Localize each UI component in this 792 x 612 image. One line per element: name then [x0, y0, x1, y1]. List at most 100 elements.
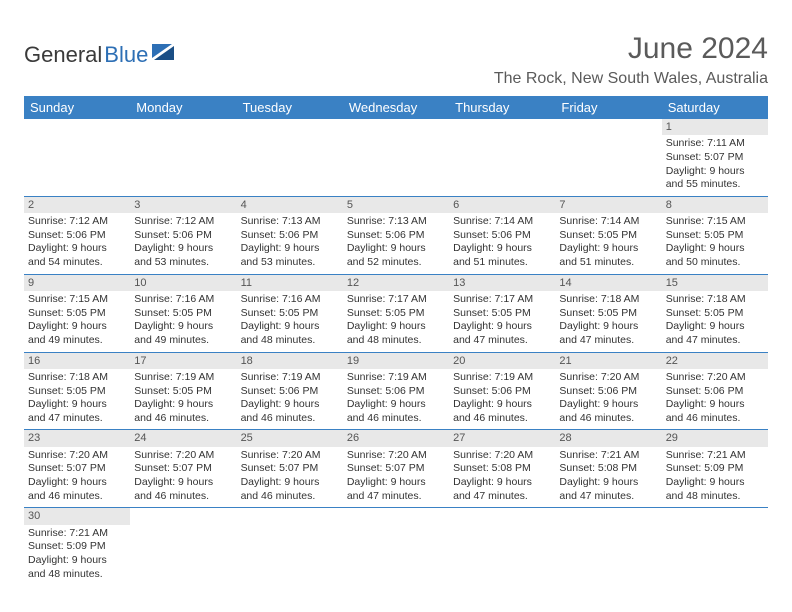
weekday-header: Sunday Monday Tuesday Wednesday Thursday… [24, 96, 768, 119]
calendar-cell: 6Sunrise: 7:14 AMSunset: 5:06 PMDaylight… [449, 197, 555, 274]
day-details: Sunrise: 7:17 AMSunset: 5:05 PMDaylight:… [449, 291, 555, 352]
day-number: 1 [662, 119, 768, 135]
calendar-cell: 27Sunrise: 7:20 AMSunset: 5:08 PMDayligh… [449, 430, 555, 507]
calendar-row: 9Sunrise: 7:15 AMSunset: 5:05 PMDaylight… [24, 275, 768, 353]
calendar-cell: 28Sunrise: 7:21 AMSunset: 5:08 PMDayligh… [555, 430, 661, 507]
day-number: 11 [237, 275, 343, 291]
calendar-cell: 21Sunrise: 7:20 AMSunset: 5:06 PMDayligh… [555, 353, 661, 430]
day-number: 10 [130, 275, 236, 291]
day-number: 23 [24, 430, 130, 446]
day-number: 2 [24, 197, 130, 213]
calendar-cell [24, 119, 130, 196]
location: The Rock, New South Wales, Australia [494, 70, 768, 88]
day-details: Sunrise: 7:19 AMSunset: 5:06 PMDaylight:… [237, 369, 343, 430]
logo-text-1: General [24, 42, 102, 68]
calendar-cell: 30Sunrise: 7:21 AMSunset: 5:09 PMDayligh… [24, 508, 130, 585]
day-details: Sunrise: 7:20 AMSunset: 5:07 PMDaylight:… [237, 447, 343, 508]
day-number: 3 [130, 197, 236, 213]
flag-icon [152, 44, 178, 62]
day-number: 15 [662, 275, 768, 291]
day-details: Sunrise: 7:21 AMSunset: 5:09 PMDaylight:… [24, 525, 130, 586]
calendar-cell: 9Sunrise: 7:15 AMSunset: 5:05 PMDaylight… [24, 275, 130, 352]
day-details: Sunrise: 7:13 AMSunset: 5:06 PMDaylight:… [237, 213, 343, 274]
calendar-cell: 29Sunrise: 7:21 AMSunset: 5:09 PMDayligh… [662, 430, 768, 507]
day-number: 20 [449, 353, 555, 369]
calendar-cell [130, 508, 236, 585]
day-number: 19 [343, 353, 449, 369]
day-number: 30 [24, 508, 130, 524]
calendar-cell: 18Sunrise: 7:19 AMSunset: 5:06 PMDayligh… [237, 353, 343, 430]
calendar-cell: 23Sunrise: 7:20 AMSunset: 5:07 PMDayligh… [24, 430, 130, 507]
calendar-cell: 22Sunrise: 7:20 AMSunset: 5:06 PMDayligh… [662, 353, 768, 430]
calendar-cell: 12Sunrise: 7:17 AMSunset: 5:05 PMDayligh… [343, 275, 449, 352]
day-details: Sunrise: 7:20 AMSunset: 5:07 PMDaylight:… [130, 447, 236, 508]
calendar-row: 2Sunrise: 7:12 AMSunset: 5:06 PMDaylight… [24, 197, 768, 275]
day-number: 29 [662, 430, 768, 446]
calendar-cell [130, 119, 236, 196]
day-number: 17 [130, 353, 236, 369]
logo: GeneralBlue [24, 42, 178, 68]
calendar-cell [343, 508, 449, 585]
day-number: 13 [449, 275, 555, 291]
day-details: Sunrise: 7:20 AMSunset: 5:07 PMDaylight:… [24, 447, 130, 508]
calendar: Sunday Monday Tuesday Wednesday Thursday… [24, 96, 768, 585]
day-details: Sunrise: 7:13 AMSunset: 5:06 PMDaylight:… [343, 213, 449, 274]
calendar-cell: 8Sunrise: 7:15 AMSunset: 5:05 PMDaylight… [662, 197, 768, 274]
day-details: Sunrise: 7:19 AMSunset: 5:06 PMDaylight:… [449, 369, 555, 430]
calendar-row: 30Sunrise: 7:21 AMSunset: 5:09 PMDayligh… [24, 508, 768, 585]
calendar-cell: 16Sunrise: 7:18 AMSunset: 5:05 PMDayligh… [24, 353, 130, 430]
weekday-sun: Sunday [24, 96, 130, 119]
day-details: Sunrise: 7:14 AMSunset: 5:06 PMDaylight:… [449, 213, 555, 274]
calendar-cell: 2Sunrise: 7:12 AMSunset: 5:06 PMDaylight… [24, 197, 130, 274]
day-details: Sunrise: 7:15 AMSunset: 5:05 PMDaylight:… [24, 291, 130, 352]
calendar-cell: 4Sunrise: 7:13 AMSunset: 5:06 PMDaylight… [237, 197, 343, 274]
day-details: Sunrise: 7:15 AMSunset: 5:05 PMDaylight:… [662, 213, 768, 274]
day-number: 5 [343, 197, 449, 213]
calendar-cell: 19Sunrise: 7:19 AMSunset: 5:06 PMDayligh… [343, 353, 449, 430]
calendar-cell: 24Sunrise: 7:20 AMSunset: 5:07 PMDayligh… [130, 430, 236, 507]
day-details: Sunrise: 7:11 AMSunset: 5:07 PMDaylight:… [662, 135, 768, 196]
day-number: 16 [24, 353, 130, 369]
day-number: 6 [449, 197, 555, 213]
logo-text-2: Blue [104, 42, 148, 68]
day-number: 4 [237, 197, 343, 213]
calendar-cell [662, 508, 768, 585]
weekday-thu: Thursday [449, 96, 555, 119]
weekday-sat: Saturday [662, 96, 768, 119]
calendar-row: 16Sunrise: 7:18 AMSunset: 5:05 PMDayligh… [24, 353, 768, 431]
calendar-cell [555, 508, 661, 585]
weekday-mon: Monday [130, 96, 236, 119]
calendar-cell: 15Sunrise: 7:18 AMSunset: 5:05 PMDayligh… [662, 275, 768, 352]
calendar-page: GeneralBlue June 2024 The Rock, New Sout… [0, 0, 792, 585]
calendar-cell [343, 119, 449, 196]
day-number: 7 [555, 197, 661, 213]
day-details: Sunrise: 7:20 AMSunset: 5:08 PMDaylight:… [449, 447, 555, 508]
calendar-cell: 26Sunrise: 7:20 AMSunset: 5:07 PMDayligh… [343, 430, 449, 507]
day-details: Sunrise: 7:21 AMSunset: 5:08 PMDaylight:… [555, 447, 661, 508]
day-details: Sunrise: 7:18 AMSunset: 5:05 PMDaylight:… [24, 369, 130, 430]
day-details: Sunrise: 7:20 AMSunset: 5:06 PMDaylight:… [555, 369, 661, 430]
calendar-row: 23Sunrise: 7:20 AMSunset: 5:07 PMDayligh… [24, 430, 768, 508]
calendar-cell: 13Sunrise: 7:17 AMSunset: 5:05 PMDayligh… [449, 275, 555, 352]
day-details: Sunrise: 7:21 AMSunset: 5:09 PMDaylight:… [662, 447, 768, 508]
calendar-cell: 14Sunrise: 7:18 AMSunset: 5:05 PMDayligh… [555, 275, 661, 352]
calendar-cell: 5Sunrise: 7:13 AMSunset: 5:06 PMDaylight… [343, 197, 449, 274]
weekday-tue: Tuesday [237, 96, 343, 119]
day-details: Sunrise: 7:16 AMSunset: 5:05 PMDaylight:… [130, 291, 236, 352]
day-number: 24 [130, 430, 236, 446]
day-number: 25 [237, 430, 343, 446]
calendar-row: 1Sunrise: 7:11 AMSunset: 5:07 PMDaylight… [24, 119, 768, 197]
day-details: Sunrise: 7:18 AMSunset: 5:05 PMDaylight:… [555, 291, 661, 352]
calendar-cell: 7Sunrise: 7:14 AMSunset: 5:05 PMDaylight… [555, 197, 661, 274]
day-details: Sunrise: 7:16 AMSunset: 5:05 PMDaylight:… [237, 291, 343, 352]
calendar-cell: 25Sunrise: 7:20 AMSunset: 5:07 PMDayligh… [237, 430, 343, 507]
day-number: 22 [662, 353, 768, 369]
header: GeneralBlue June 2024 The Rock, New Sout… [24, 32, 768, 88]
title-block: June 2024 The Rock, New South Wales, Aus… [494, 32, 768, 88]
calendar-cell [449, 508, 555, 585]
calendar-cell: 10Sunrise: 7:16 AMSunset: 5:05 PMDayligh… [130, 275, 236, 352]
day-number: 27 [449, 430, 555, 446]
calendar-cell: 1Sunrise: 7:11 AMSunset: 5:07 PMDaylight… [662, 119, 768, 196]
calendar-cell: 20Sunrise: 7:19 AMSunset: 5:06 PMDayligh… [449, 353, 555, 430]
calendar-cell [449, 119, 555, 196]
